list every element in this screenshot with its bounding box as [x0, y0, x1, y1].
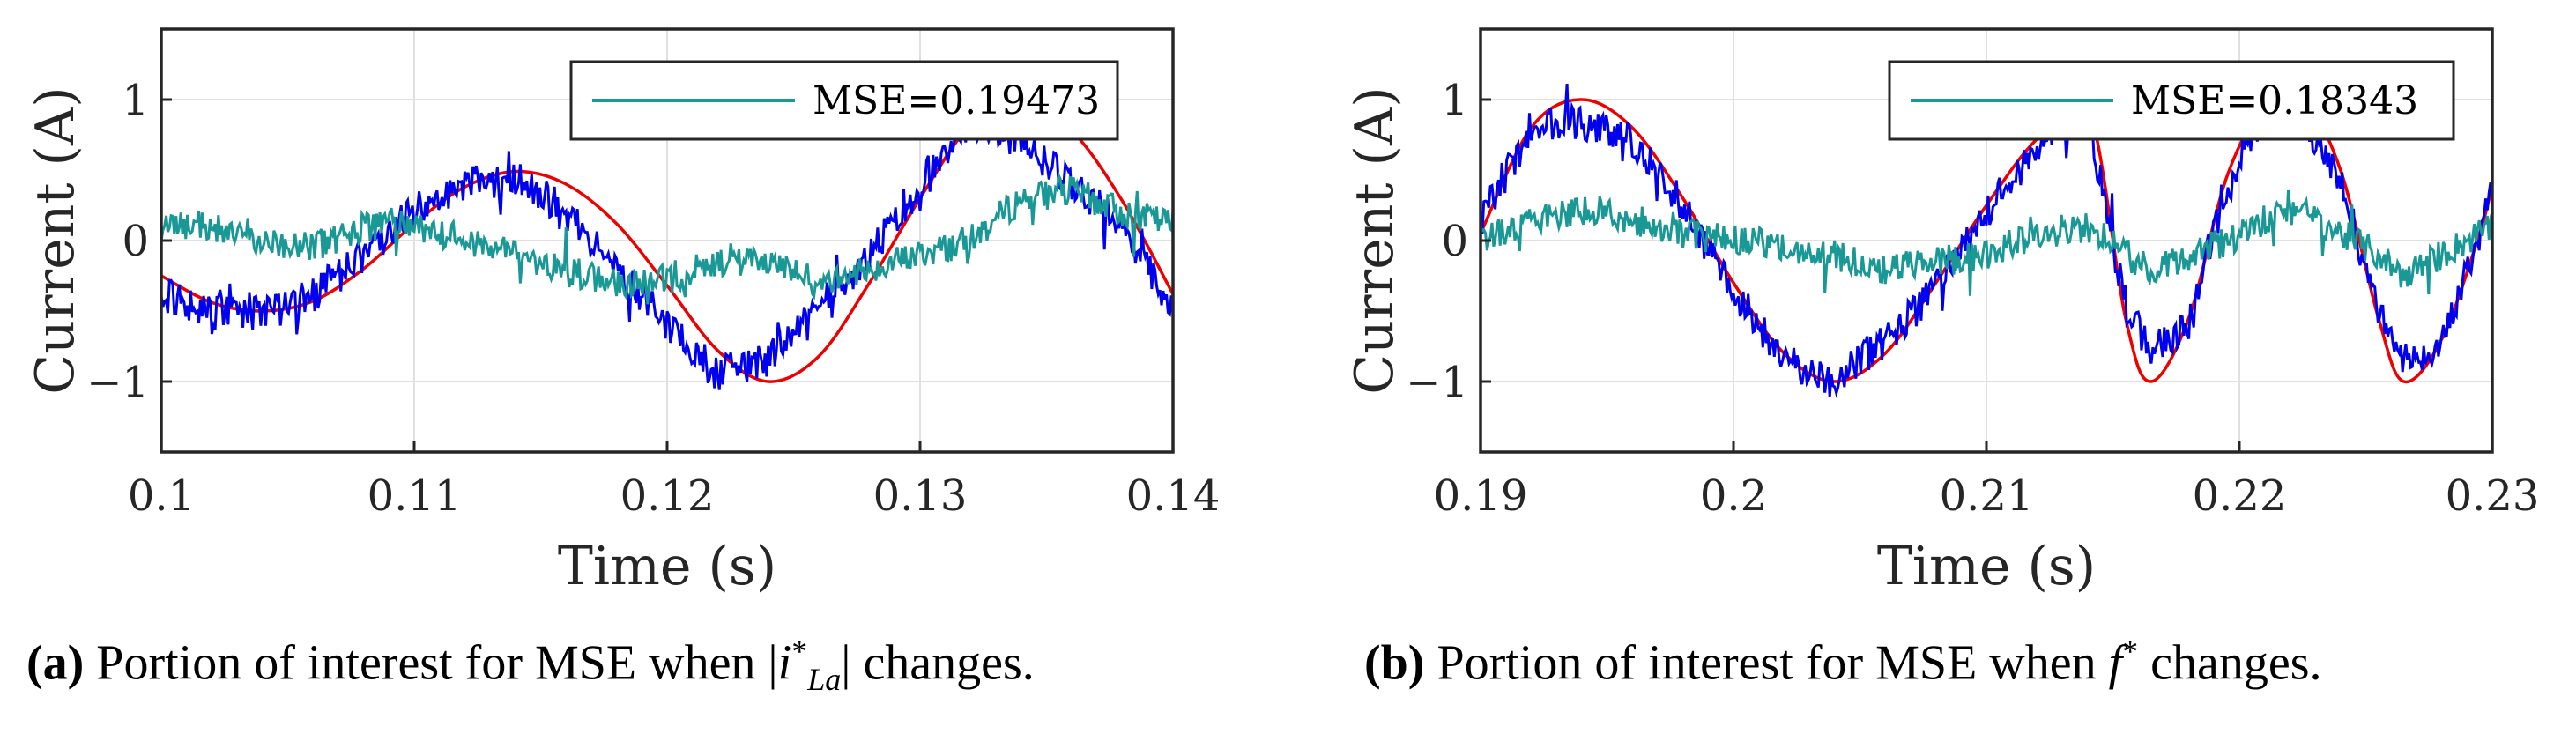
caption-b: (b) Portion of interest for MSE when f* …: [1364, 633, 2322, 692]
x-tick-label: 0.12: [620, 471, 715, 521]
legend-label: MSE=0.19473: [813, 78, 1100, 123]
x-axis-label: Time (s): [558, 536, 776, 597]
y-tick-label: 1: [1441, 76, 1468, 125]
caption-a: (a) Portion of interest for MSE when |i*…: [26, 633, 1035, 698]
chart-b: 0.19 0.2 0.21 0.22 0.23 −1 0 1 Time (s) Current (…: [1344, 27, 2540, 597]
series-line-error: [1481, 189, 2492, 296]
caption-b-symbol: f: [2108, 635, 2123, 691]
caption-a-tag: (a): [26, 635, 85, 691]
caption-b-tail: changes.: [2138, 635, 2322, 691]
caption-a-sub: La: [807, 661, 842, 697]
caption-a-sup: *: [791, 634, 808, 669]
caption-a-symbol: i: [777, 635, 792, 691]
y-tick-label: −1: [86, 358, 149, 407]
caption-a-tail: | changes.: [841, 635, 1035, 691]
series-line-measured: [1481, 84, 2492, 398]
caption-b-text: Portion of interest for MSE when: [1436, 635, 2109, 691]
caption-b-tag: (b): [1364, 635, 1425, 691]
x-tick-label: 0.23: [2446, 471, 2540, 521]
y-tick-label: 0: [1441, 217, 1468, 266]
x-tick-label: 0.1: [128, 471, 195, 521]
series-line-error: [161, 170, 1173, 305]
x-tick-label: 0.14: [1126, 471, 1221, 521]
x-axis-label: Time (s): [1877, 536, 2096, 597]
y-axis-label: Current (A): [1344, 86, 1406, 394]
legend-label: MSE=0.18343: [2131, 78, 2418, 123]
x-tick-label: 0.13: [873, 471, 968, 521]
y-tick-label: 1: [122, 76, 149, 125]
x-tick-label: 0.22: [2193, 471, 2287, 521]
y-tick-label: −1: [1406, 358, 1468, 407]
caption-a-text: Portion of interest for MSE when |: [96, 635, 778, 691]
x-tick-label: 0.21: [1940, 471, 2034, 521]
x-tick-label: 0.19: [1434, 471, 1528, 521]
y-tick-label: 0: [122, 217, 149, 266]
x-tick-label: 0.11: [367, 471, 462, 521]
x-tick-label: 0.2: [1700, 471, 1767, 521]
chart-a: 0.1 0.11 0.12 0.13 0.14 −1 0 1 Time (s) Current (…: [25, 27, 1221, 597]
y-axis-label: Current (A): [25, 86, 86, 394]
caption-b-sup: *: [2122, 634, 2139, 669]
